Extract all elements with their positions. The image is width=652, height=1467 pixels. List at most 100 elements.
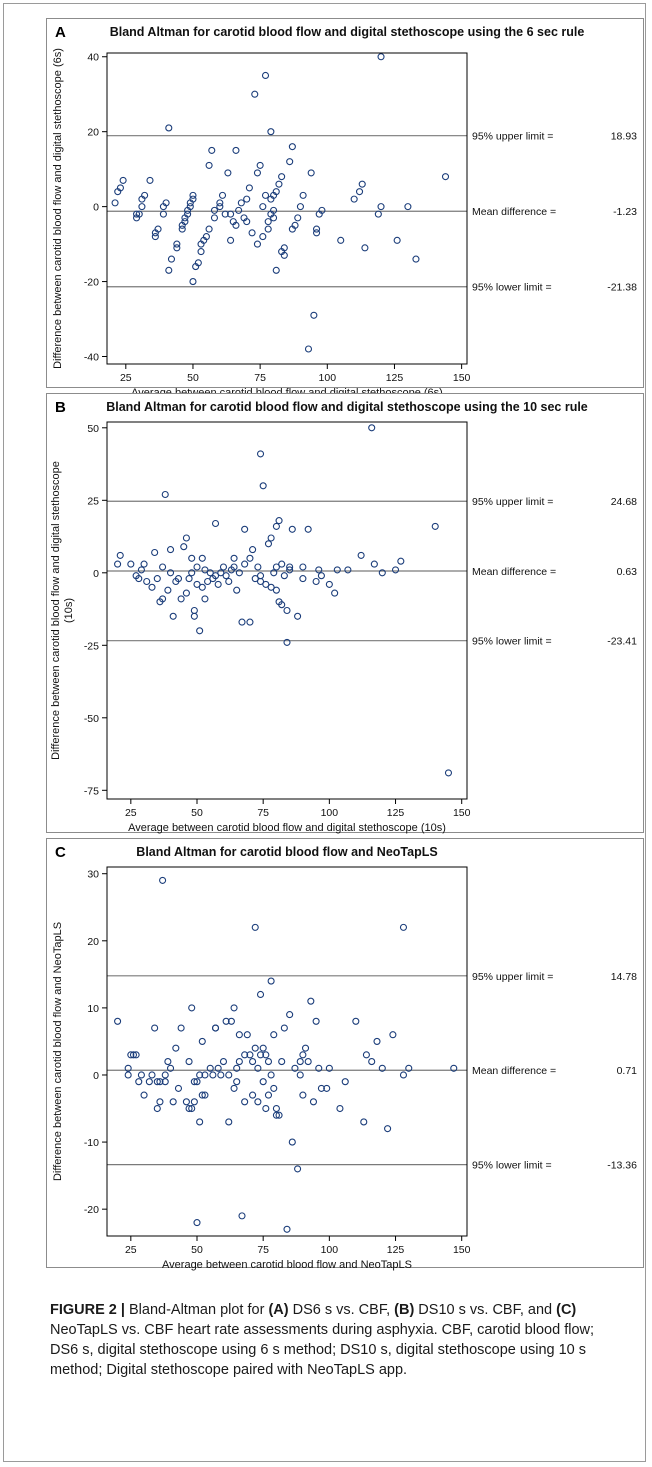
data-point bbox=[299, 563, 307, 571]
data-point bbox=[141, 191, 149, 199]
y-tick-label: -25 bbox=[84, 640, 99, 652]
y-tick-label: -50 bbox=[84, 713, 99, 725]
data-point bbox=[441, 173, 450, 181]
data-point bbox=[235, 1058, 243, 1066]
data-point bbox=[315, 1064, 323, 1072]
data-point bbox=[193, 1219, 201, 1227]
data-point bbox=[288, 525, 296, 533]
data-point bbox=[166, 569, 175, 577]
data-point bbox=[201, 595, 209, 603]
data-point bbox=[116, 184, 124, 192]
data-point bbox=[205, 161, 213, 169]
y-tick-label: -20 bbox=[84, 1204, 99, 1216]
reference-line-label: 95% upper limit = bbox=[472, 131, 553, 143]
data-point bbox=[296, 1058, 304, 1066]
panel-letter: B bbox=[55, 399, 66, 416]
data-point bbox=[313, 229, 321, 237]
x-tick-label: 100 bbox=[321, 807, 339, 819]
data-point bbox=[221, 210, 229, 218]
data-point bbox=[246, 1051, 254, 1059]
data-point bbox=[210, 214, 219, 222]
data-point bbox=[391, 566, 400, 574]
caption-panel-ref: (B) bbox=[394, 1302, 415, 1318]
data-point bbox=[189, 195, 197, 203]
reference-line-value: -21.38 bbox=[607, 282, 637, 294]
data-point bbox=[280, 251, 288, 259]
data-point bbox=[227, 1017, 235, 1025]
data-point bbox=[264, 1058, 273, 1066]
data-point bbox=[254, 1098, 262, 1106]
reference-line-label: 95% lower limit = bbox=[472, 282, 552, 294]
data-point bbox=[135, 1078, 143, 1086]
data-point bbox=[350, 195, 358, 203]
y-tick-label: 25 bbox=[87, 495, 99, 507]
data-point bbox=[361, 244, 369, 252]
data-point bbox=[331, 589, 339, 597]
data-point bbox=[241, 1051, 249, 1059]
data-point bbox=[341, 1078, 349, 1086]
data-point bbox=[317, 1084, 325, 1092]
data-point bbox=[188, 1104, 196, 1113]
data-point bbox=[299, 1091, 307, 1099]
data-point bbox=[138, 203, 146, 211]
data-point bbox=[162, 199, 170, 207]
y-axis-title: (10s) bbox=[63, 598, 75, 623]
data-point bbox=[399, 1071, 408, 1079]
data-point bbox=[132, 1051, 140, 1059]
reference-line-label: 95% upper limit = bbox=[472, 496, 553, 508]
data-point bbox=[153, 1078, 161, 1086]
data-point bbox=[251, 1044, 259, 1052]
data-point bbox=[211, 1024, 220, 1032]
data-point bbox=[219, 1058, 228, 1066]
data-point bbox=[232, 146, 240, 154]
x-tick-label: 125 bbox=[387, 807, 405, 819]
data-point bbox=[225, 577, 233, 586]
data-point bbox=[259, 1078, 267, 1086]
data-point bbox=[304, 345, 313, 353]
data-point bbox=[167, 255, 176, 263]
y-tick-label: 20 bbox=[87, 127, 99, 139]
data-point bbox=[370, 560, 378, 568]
data-point bbox=[270, 569, 278, 577]
data-point bbox=[299, 575, 307, 583]
data-point bbox=[389, 1031, 397, 1039]
data-point bbox=[278, 173, 286, 181]
data-point bbox=[238, 1212, 246, 1220]
data-point bbox=[444, 769, 453, 777]
data-point bbox=[159, 595, 167, 603]
y-tick-label: 40 bbox=[87, 52, 99, 64]
data-point bbox=[272, 522, 280, 530]
data-point bbox=[280, 244, 288, 252]
data-point bbox=[189, 191, 197, 199]
data-point bbox=[230, 1084, 238, 1092]
data-point bbox=[362, 1051, 370, 1059]
data-point bbox=[235, 569, 243, 577]
data-point bbox=[368, 424, 376, 432]
data-point bbox=[135, 575, 143, 583]
x-tick-label: 125 bbox=[387, 1244, 405, 1256]
data-point bbox=[323, 1084, 331, 1092]
x-tick-label: 50 bbox=[191, 807, 203, 819]
data-point bbox=[291, 221, 299, 229]
data-point bbox=[165, 266, 173, 274]
data-point bbox=[378, 1064, 386, 1072]
data-point bbox=[355, 188, 364, 196]
chart-title: Bland Altman for carotid blood flow and … bbox=[136, 845, 437, 859]
data-point bbox=[333, 566, 341, 574]
data-point bbox=[278, 560, 286, 568]
data-point bbox=[190, 606, 198, 615]
data-point bbox=[219, 563, 228, 571]
data-point bbox=[404, 203, 412, 211]
data-point bbox=[137, 1071, 145, 1079]
data-point bbox=[214, 580, 222, 588]
x-tick-label: 75 bbox=[257, 807, 269, 819]
reference-line-value: 18.93 bbox=[611, 131, 637, 143]
data-point bbox=[114, 1017, 122, 1025]
data-point bbox=[180, 543, 188, 551]
data-point bbox=[161, 1071, 169, 1079]
data-point bbox=[296, 1071, 304, 1079]
data-point bbox=[278, 1058, 286, 1066]
caption-segment: DS6 s vs. CBF, bbox=[288, 1302, 395, 1318]
chart-title: Bland Altman for carotid blood flow and … bbox=[110, 25, 585, 39]
data-point bbox=[251, 90, 259, 98]
